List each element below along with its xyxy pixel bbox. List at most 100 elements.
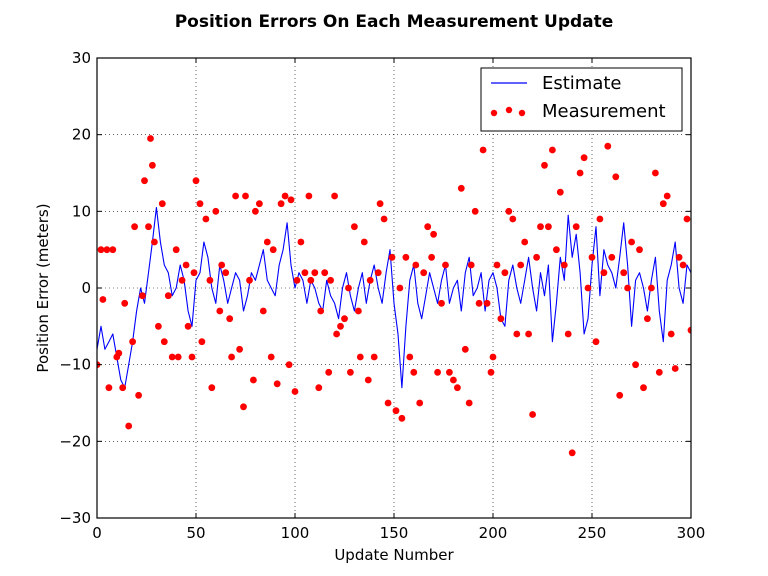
measurement-point — [281, 192, 289, 200]
measurement-point — [600, 269, 608, 277]
measurement-point — [537, 223, 544, 231]
measurement-point — [311, 269, 319, 277]
measurement-point — [659, 200, 667, 208]
measurement-point — [667, 330, 675, 338]
legend-dot-swatch — [505, 106, 513, 114]
measurement-point — [149, 161, 156, 169]
measurement-point — [228, 353, 236, 361]
measurement-point — [135, 391, 143, 399]
measurement-point — [198, 338, 206, 346]
legend-label-estimate: Estimate — [542, 73, 622, 94]
measurement-point — [430, 230, 437, 238]
measurement-point — [174, 353, 182, 361]
legend-label-measurement: Measurement — [542, 101, 666, 122]
measurement-point — [317, 307, 325, 315]
measurement-point — [263, 238, 271, 246]
measurement-point — [545, 223, 552, 231]
measurement-point — [151, 238, 158, 246]
measurement-point — [256, 200, 263, 208]
measurement-point — [517, 261, 525, 269]
measurement-point — [396, 284, 404, 292]
measurement-point — [392, 407, 400, 415]
measurement-point — [588, 253, 596, 261]
measurement-point — [529, 411, 536, 418]
measurement-point — [683, 215, 691, 223]
measurement-point — [121, 299, 129, 307]
measurement-point — [568, 449, 576, 457]
measurement-point — [380, 215, 388, 223]
measurement-point — [553, 246, 560, 254]
measurement-point — [252, 207, 259, 215]
measurement-point — [438, 299, 445, 307]
measurement-point — [360, 238, 368, 246]
measurement-point — [97, 246, 105, 254]
measurement-point — [608, 253, 616, 261]
chart-title: Position Errors On Each Measurement Upda… — [175, 12, 614, 32]
measurement-point — [364, 376, 372, 384]
measurement-point — [226, 315, 234, 323]
measurement-point — [164, 292, 172, 300]
measurement-point — [521, 238, 529, 246]
measurement-point — [564, 330, 572, 338]
measurement-point — [356, 353, 364, 361]
measurement-point — [158, 200, 166, 208]
measurement-point — [216, 307, 224, 315]
measurement-point — [652, 169, 659, 177]
y-axis-label: Position Error (meters) — [34, 203, 52, 372]
measurement-point — [236, 345, 244, 353]
measurement-point — [616, 391, 624, 399]
measurement-point — [533, 253, 540, 261]
y-tick-label: 0 — [81, 279, 91, 297]
x-tick-label: 100 — [281, 524, 310, 542]
measurement-point — [250, 376, 257, 384]
measurement-point — [487, 368, 495, 376]
measurement-point — [155, 322, 162, 330]
measurement-point — [479, 146, 487, 154]
measurement-point — [406, 353, 414, 361]
measurement-point — [131, 223, 139, 231]
measurement-point — [424, 223, 432, 231]
measurement-point — [398, 414, 406, 422]
measurement-point — [331, 192, 338, 200]
measurement-point — [285, 361, 293, 369]
measurement-point — [461, 345, 469, 353]
y-tick-label: 10 — [72, 202, 91, 220]
measurement-point — [125, 422, 133, 430]
measurement-point — [525, 330, 532, 338]
measurement-point — [141, 177, 148, 185]
y-tick-label: −20 — [59, 432, 91, 450]
measurement-point — [475, 299, 483, 307]
measurement-point — [410, 368, 418, 376]
measurement-point — [355, 307, 362, 315]
measurement-point — [287, 196, 295, 204]
measurement-point — [277, 200, 285, 208]
x-tick-label: 50 — [186, 524, 205, 542]
measurement-point — [640, 384, 647, 392]
measurement-point — [370, 353, 378, 361]
measurement-point — [497, 315, 505, 323]
measurement-point — [612, 173, 620, 181]
x-tick-label: 0 — [92, 524, 102, 542]
measurement-point — [190, 269, 198, 277]
measurement-point — [184, 322, 192, 330]
legend: Estimate Measurement — [480, 67, 683, 132]
measurement-point — [105, 384, 113, 392]
measurement-point — [374, 269, 382, 277]
measurement-point — [541, 161, 548, 169]
measurement-point — [206, 276, 214, 284]
measurement-point — [307, 276, 315, 284]
measurement-point — [402, 253, 410, 261]
measurement-point — [337, 322, 344, 330]
measurement-point — [580, 154, 588, 162]
measurement-point — [549, 146, 556, 154]
measurement-point — [327, 276, 334, 284]
measurement-point — [291, 388, 299, 395]
measurement-point — [196, 200, 204, 208]
measurement-point — [636, 246, 643, 254]
measurement-point — [446, 368, 453, 376]
measurement-point — [465, 399, 473, 407]
legend-box — [480, 67, 683, 132]
measurement-point — [513, 330, 521, 338]
measurement-point — [297, 238, 305, 246]
y-tick-label: 30 — [72, 49, 91, 67]
